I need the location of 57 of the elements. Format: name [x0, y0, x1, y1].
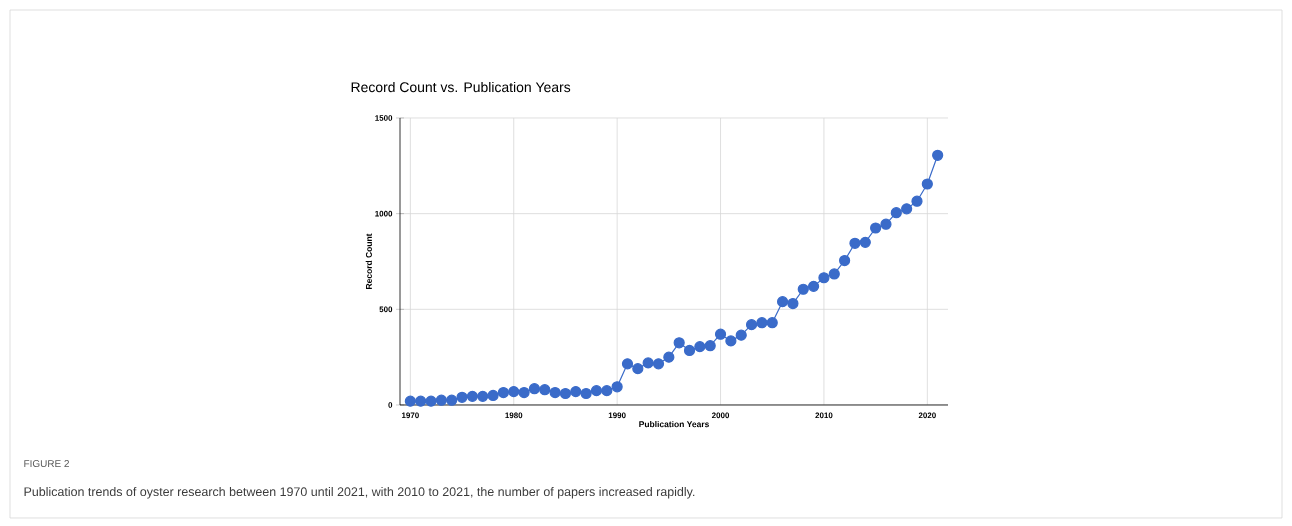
point: [745, 319, 758, 331]
point: [807, 280, 820, 292]
caption: FIGURE 2: [24, 460, 69, 468]
point: [870, 222, 882, 234]
point: [828, 268, 840, 280]
point: [456, 391, 468, 403]
point: [435, 394, 447, 406]
point: [704, 340, 716, 352]
point: [756, 317, 768, 329]
point: [446, 394, 458, 406]
point: [518, 386, 530, 399]
point: [621, 358, 634, 370]
text: Publication trends of oyster research between 1970 until 2021, with 2010 to 2021, the number of papers increased rapidly.: [24, 486, 695, 499]
point: [766, 317, 778, 329]
point: [714, 328, 727, 340]
point: [725, 335, 737, 347]
point: [683, 344, 696, 357]
point: [735, 329, 747, 341]
point: [508, 385, 520, 398]
point: [539, 384, 551, 396]
point: [466, 390, 478, 402]
point: [415, 395, 427, 407]
point: [776, 296, 789, 308]
x-axis-title: Publication Years: [639, 420, 709, 428]
point: [549, 386, 561, 399]
point: [487, 389, 499, 402]
point: [559, 387, 572, 400]
point: [890, 207, 902, 219]
point: [787, 297, 799, 310]
point: [694, 341, 706, 353]
point: [663, 351, 675, 363]
point: [570, 385, 582, 398]
point: [818, 272, 830, 284]
point: [497, 386, 510, 399]
point: [849, 237, 861, 249]
y-axis-title: Record Count: [365, 233, 372, 289]
point: [859, 236, 871, 248]
point: [404, 395, 416, 407]
point: [590, 385, 603, 397]
point: [632, 363, 644, 375]
point: [673, 337, 685, 349]
point: [642, 357, 654, 369]
point: [425, 395, 437, 407]
point: [652, 358, 665, 370]
point: [601, 385, 613, 397]
point: [580, 387, 592, 400]
point: [477, 390, 489, 402]
point: [839, 254, 851, 267]
point: [797, 283, 809, 295]
point: [880, 218, 892, 230]
point: [921, 178, 933, 190]
chart-title: Record Count vs. Publication Years: [351, 81, 571, 93]
point: [528, 383, 541, 395]
point: [611, 381, 623, 393]
point: [911, 195, 923, 207]
point: [932, 149, 944, 161]
point: [901, 203, 913, 215]
